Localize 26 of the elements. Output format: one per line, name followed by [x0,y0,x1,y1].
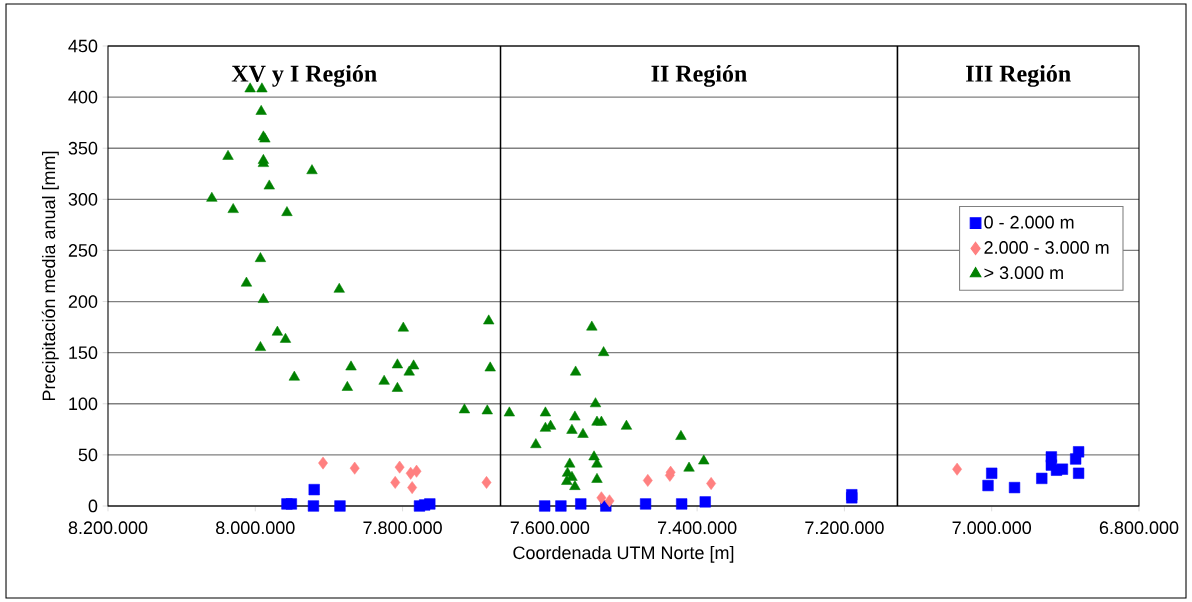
x-tick-label: 7.600.000 [510,521,590,535]
y-tick-label: 250 [68,244,98,257]
y-axis-title: Precipitación media anual [mm] [41,151,59,401]
x-tick-label: 7.800.000 [363,521,442,535]
legend-label: 0 - 2.000 m [984,215,1074,229]
x-tick-label: 8.000.000 [216,521,295,535]
x-tick-label: 8.200.000 [68,521,148,535]
annotation: II Región [651,64,747,87]
y-tick-label: 450 [68,39,98,53]
x-tick-label: 7.000.000 [952,521,1032,535]
y-tick-label: 200 [68,295,98,308]
y-tick-label: 400 [68,90,98,104]
y-tick-label: 300 [68,192,98,206]
y-tick-label: 0 [88,499,98,513]
y-tick-label: 100 [69,397,98,411]
x-tick-label: 7.200.000 [805,521,884,535]
y-tick-label: 150 [69,346,98,360]
legend-label: 2.000 - 3.000 m [984,241,1109,254]
annotation: XV y I Región [231,64,377,87]
x-tick-label: 6.800.000 [1099,521,1179,535]
annotation: III Región [966,64,1071,87]
y-tick-label: 350 [68,141,98,155]
x-tick-label: 7.400.000 [658,521,737,535]
x-axis-title: Coordenada UTM Norte [m] [513,545,734,563]
legend-label: > 3.000 m [984,266,1063,280]
y-tick-label: 50 [78,448,98,462]
